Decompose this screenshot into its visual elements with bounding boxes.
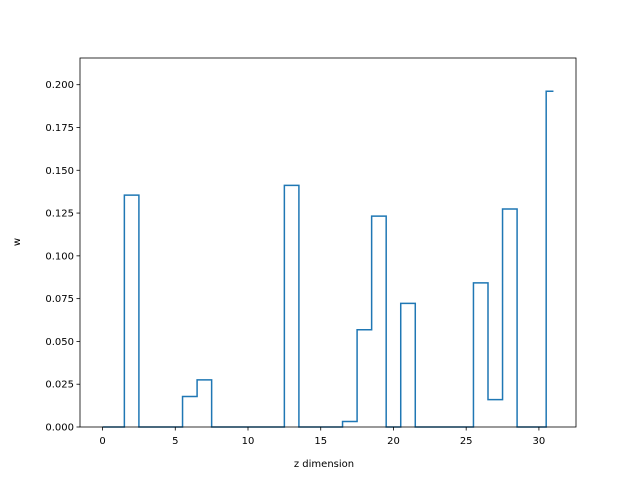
axes-frame xyxy=(79,57,577,428)
x-tick-label: 15 xyxy=(314,436,327,447)
y-tick-label: 0.025 xyxy=(45,380,74,391)
x-tick-label: 20 xyxy=(387,436,400,447)
x-axis-label: z dimension xyxy=(294,459,354,470)
y-tick-label: 0.100 xyxy=(45,251,74,262)
x-tick-label: 25 xyxy=(460,436,473,447)
y-tick-label: 0.125 xyxy=(45,209,74,220)
y-axis-ticks: 0.000 0.025 0.050 0.075 0.100 0.125 0.150 0.175… xyxy=(45,80,80,434)
y-tick-label: 0.075 xyxy=(45,294,74,305)
y-tick-label: 0.175 xyxy=(45,123,74,134)
x-tick-label: 30 xyxy=(533,436,546,447)
plot-area xyxy=(79,57,577,428)
x-tick-label: 5 xyxy=(172,436,178,447)
x-axis-ticks: 0 5 10 15 20 25 30 xyxy=(99,427,545,447)
y-tick-label: 0.150 xyxy=(45,166,74,177)
x-tick-label: 0 xyxy=(99,436,105,447)
y-tick-label: 0.000 xyxy=(45,423,74,434)
y-tick-label: 0.050 xyxy=(45,337,74,348)
y-axis-label: w xyxy=(12,238,23,246)
series-line-0 xyxy=(102,90,554,428)
y-tick-label: 0.200 xyxy=(45,80,74,91)
x-tick-label: 10 xyxy=(242,436,255,447)
